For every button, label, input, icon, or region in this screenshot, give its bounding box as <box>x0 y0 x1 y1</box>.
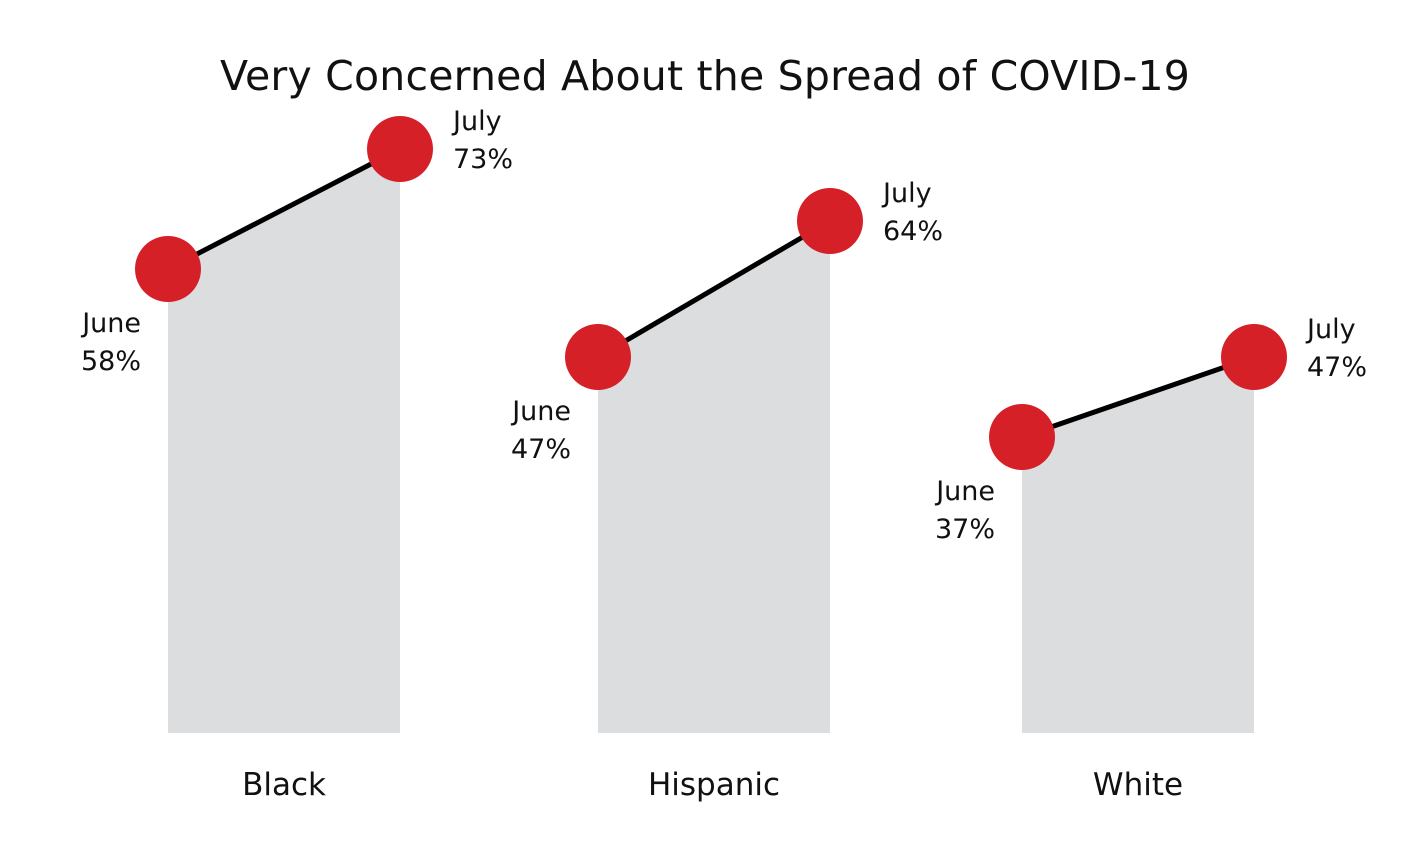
group-label-black: Black <box>242 767 326 803</box>
label-white-july: July 47% <box>1305 314 1367 383</box>
label-hispanic-july: July 64% <box>881 178 943 247</box>
label-hispanic-june: June 47% <box>510 396 571 465</box>
point-hispanic-june <box>565 324 631 390</box>
label-black-june: June 58% <box>80 308 141 377</box>
label-black-july: July 73% <box>451 106 513 175</box>
point-black-july <box>367 116 433 182</box>
area-black <box>168 149 400 733</box>
area-white <box>1022 357 1254 733</box>
label-white-june: June 37% <box>934 476 995 545</box>
point-white-july <box>1221 324 1287 390</box>
line-white <box>1021 354 1255 440</box>
point-black-june <box>135 236 201 302</box>
group-label-hispanic: Hispanic <box>648 767 780 803</box>
line-black <box>166 146 402 272</box>
chart-title: Very Concerned About the Spread of COVID… <box>219 52 1191 100</box>
area-hispanic <box>598 221 830 733</box>
point-white-june <box>989 404 1055 470</box>
group-label-white: White <box>1093 767 1183 803</box>
point-hispanic-july <box>797 188 863 254</box>
line-hispanic <box>596 218 832 360</box>
